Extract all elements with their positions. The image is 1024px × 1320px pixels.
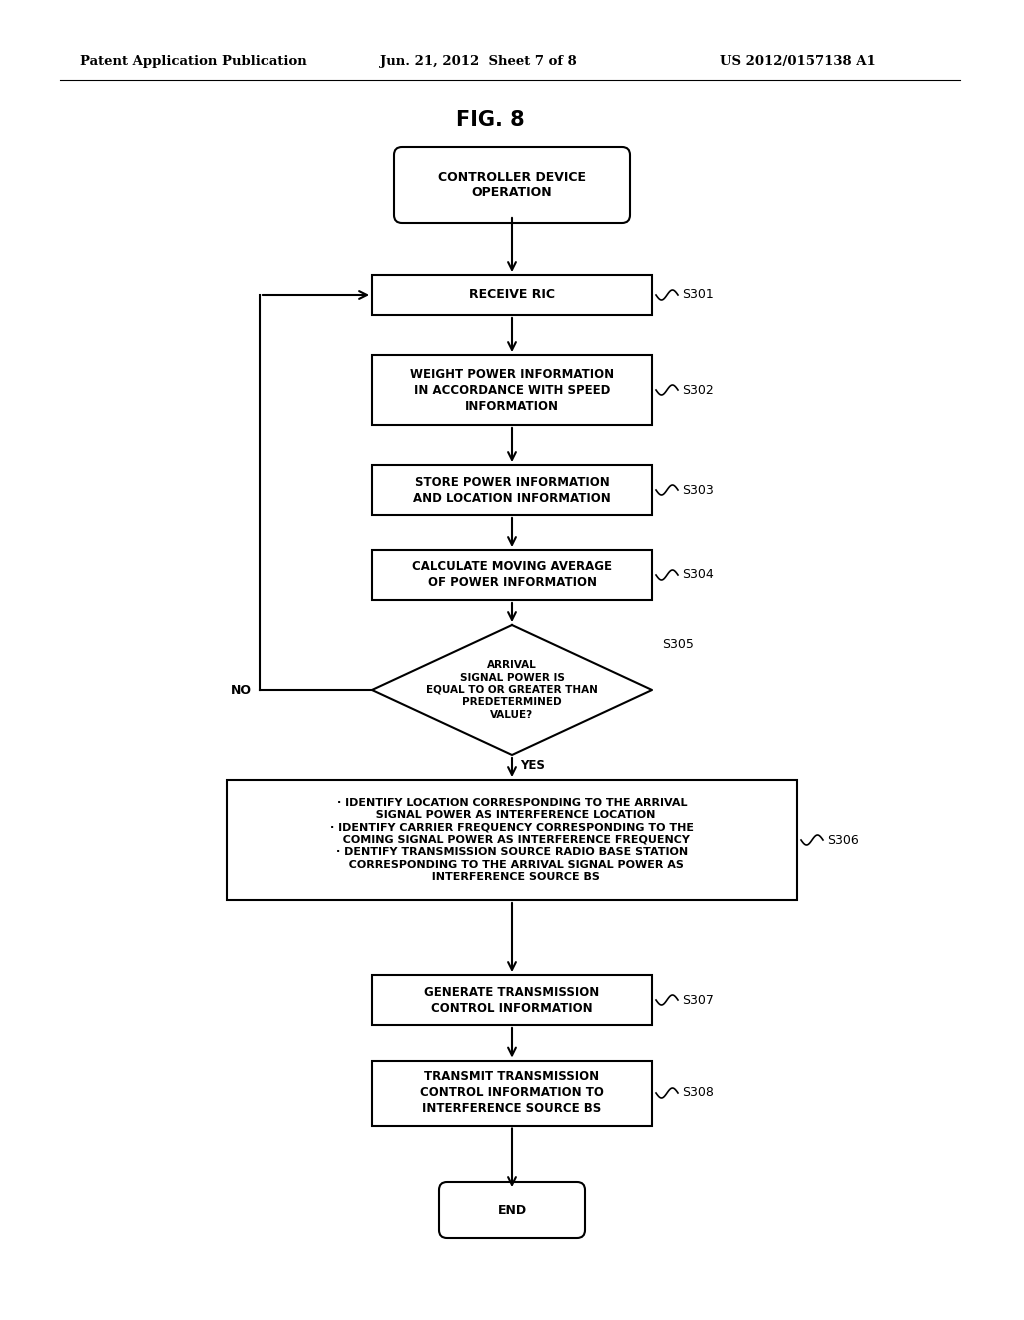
Text: TRANSMIT TRANSMISSION
CONTROL INFORMATION TO
INTERFERENCE SOURCE BS: TRANSMIT TRANSMISSION CONTROL INFORMATIO…	[420, 1071, 604, 1115]
Bar	[227, 780, 797, 900]
Text: S302: S302	[682, 384, 714, 396]
Text: US 2012/0157138 A1: US 2012/0157138 A1	[720, 55, 876, 69]
Bar	[372, 275, 652, 315]
Text: WEIGHT POWER INFORMATION
IN ACCORDANCE WITH SPEED
INFORMATION: WEIGHT POWER INFORMATION IN ACCORDANCE W…	[410, 367, 614, 412]
Text: S307: S307	[682, 994, 714, 1006]
Text: ARRIVAL
SIGNAL POWER IS
EQUAL TO OR GREATER THAN
PREDETERMINED
VALUE?: ARRIVAL SIGNAL POWER IS EQUAL TO OR GREA…	[426, 660, 598, 719]
Text: RECEIVE RIC: RECEIVE RIC	[469, 289, 555, 301]
Text: YES: YES	[520, 759, 545, 772]
FancyBboxPatch shape	[394, 147, 630, 223]
Bar	[372, 550, 652, 601]
Text: CONTROLLER DEVICE
OPERATION: CONTROLLER DEVICE OPERATION	[438, 172, 586, 199]
FancyBboxPatch shape	[439, 1181, 585, 1238]
Bar	[372, 465, 652, 515]
Text: GENERATE TRANSMISSION
CONTROL INFORMATION: GENERATE TRANSMISSION CONTROL INFORMATIO…	[424, 986, 600, 1015]
Text: CALCULATE MOVING AVERAGE
OF POWER INFORMATION: CALCULATE MOVING AVERAGE OF POWER INFORM…	[412, 561, 612, 590]
Text: Patent Application Publication: Patent Application Publication	[80, 55, 307, 69]
Text: STORE POWER INFORMATION
AND LOCATION INFORMATION: STORE POWER INFORMATION AND LOCATION INF…	[413, 475, 611, 504]
Text: FIG. 8: FIG. 8	[456, 110, 524, 129]
Text: S306: S306	[827, 833, 859, 846]
Bar	[372, 355, 652, 425]
Text: END: END	[498, 1204, 526, 1217]
Text: · IDENTIFY LOCATION CORRESPONDING TO THE ARRIVAL
  SIGNAL POWER AS INTERFERENCE : · IDENTIFY LOCATION CORRESPONDING TO THE…	[330, 797, 694, 882]
Bar	[372, 975, 652, 1026]
Bar	[372, 1060, 652, 1126]
Text: Jun. 21, 2012  Sheet 7 of 8: Jun. 21, 2012 Sheet 7 of 8	[380, 55, 577, 69]
Text: S308: S308	[682, 1086, 714, 1100]
Text: NO: NO	[231, 684, 252, 697]
Text: S303: S303	[682, 483, 714, 496]
Text: S301: S301	[682, 289, 714, 301]
Text: S305: S305	[662, 639, 694, 652]
Polygon shape	[372, 624, 652, 755]
Text: S304: S304	[682, 569, 714, 582]
